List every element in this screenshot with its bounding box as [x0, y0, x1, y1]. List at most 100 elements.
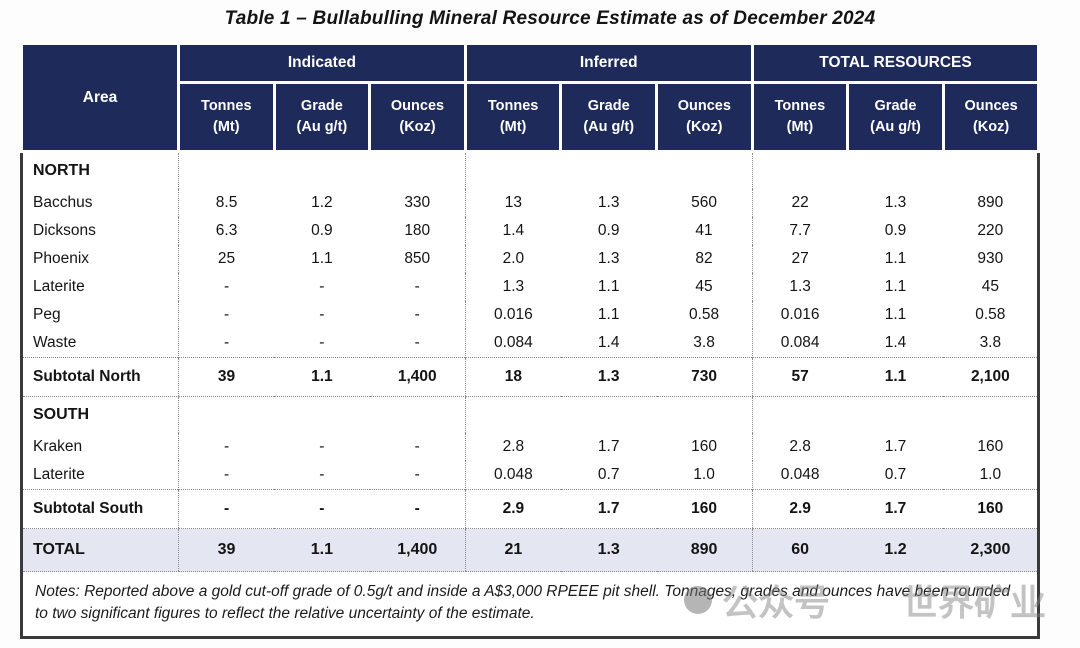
value-cell: -	[369, 489, 466, 529]
value-cell: 730	[656, 357, 753, 397]
col-header-total-grade: Grade (Au g/t)	[846, 81, 945, 153]
value-cell: 0.016	[751, 301, 848, 329]
value-cell: 1,400	[369, 357, 466, 397]
value-cell: 1.4	[847, 329, 944, 358]
value-cell: 0.9	[847, 217, 944, 245]
col-header-indicated-ounces: Ounces (Koz)	[368, 81, 467, 153]
row-label: Laterite	[21, 273, 179, 301]
value-cell: -	[274, 461, 370, 490]
value-cell: 2.8	[464, 433, 561, 461]
value-cell	[943, 396, 1039, 433]
group-header-inferred: Inferred	[463, 42, 754, 84]
value-cell	[847, 150, 944, 189]
value-cell: 60	[751, 528, 848, 572]
value-cell: 1.1	[560, 273, 657, 301]
value-cell: 330	[369, 189, 466, 217]
value-cell: 890	[656, 528, 753, 572]
value-cell: 0.016	[464, 301, 561, 329]
value-cell: 18	[464, 357, 561, 397]
table-notes: Notes: Reported above a gold cut-off gra…	[21, 571, 1039, 638]
row-label: Laterite	[21, 461, 179, 490]
table-row: SOUTH	[21, 396, 1039, 433]
value-cell: 160	[943, 489, 1039, 529]
value-cell: 160	[943, 433, 1039, 461]
value-cell: 8.5	[178, 189, 275, 217]
value-cell: -	[369, 461, 466, 490]
value-cell: 160	[656, 433, 753, 461]
value-cell: -	[274, 489, 370, 529]
value-cell	[274, 396, 370, 433]
row-label: Bacchus	[21, 189, 179, 217]
value-cell: 2.9	[751, 489, 848, 529]
value-cell: 22	[751, 189, 848, 217]
group-header-total-resources: TOTAL RESOURCES	[750, 42, 1041, 84]
row-label: Dicksons	[21, 217, 179, 245]
value-cell: 3.8	[656, 329, 753, 358]
value-cell	[656, 396, 753, 433]
value-cell: 1.3	[847, 189, 944, 217]
value-cell: -	[369, 301, 466, 329]
col-header-inferred-tonnes: Tonnes (Mt)	[463, 81, 563, 153]
value-cell	[656, 150, 753, 189]
value-cell: -	[274, 329, 370, 358]
value-cell: 1.7	[847, 489, 944, 529]
table-row: Peg - - -0.016 1.1 0.58 0.016 1.1 0.58	[21, 301, 1039, 329]
value-cell: -	[274, 301, 370, 329]
table-row: Waste - - -0.084 1.4 3.8 0.084 1.4 3.8	[21, 329, 1039, 358]
value-cell: 0.9	[560, 217, 657, 245]
value-cell: 1.7	[560, 489, 657, 529]
table-row: TOTAL 39 1.1 1,400 21 1.3 890 60 1.2 2,300	[21, 528, 1039, 572]
value-cell: 2.0	[464, 245, 561, 273]
value-cell	[464, 150, 561, 189]
value-cell: 3.8	[943, 329, 1039, 358]
value-cell: 2,300	[943, 528, 1039, 572]
value-cell: 1.3	[560, 357, 657, 397]
value-cell: 13	[464, 189, 561, 217]
table-body: NORTH Bacchus 8.5 1.2 330 13 1.3 560 22 1.3 890 Dic…	[21, 150, 1039, 572]
value-cell	[464, 396, 561, 433]
value-cell: -	[369, 273, 466, 301]
value-cell: 2.9	[464, 489, 561, 529]
value-cell: 6.3	[178, 217, 275, 245]
value-cell: 1.2	[274, 189, 370, 217]
value-cell: 1.4	[560, 329, 657, 358]
value-cell: 25	[178, 245, 275, 273]
value-cell: -	[178, 301, 275, 329]
value-cell: 1.3	[560, 528, 657, 572]
value-cell: 850	[369, 245, 466, 273]
value-cell: 7.7	[751, 217, 848, 245]
value-cell: 1.1	[274, 528, 370, 572]
table-row: Bacchus 8.5 1.2 330 13 1.3 560 22 1.3 890	[21, 189, 1039, 217]
table-row: Subtotal North 39 1.1 1,400 18 1.3 730 57 1.1 2,1…	[21, 357, 1039, 397]
value-cell: 1.1	[847, 245, 944, 273]
value-cell: 0.048	[464, 461, 561, 490]
value-cell: 0.7	[847, 461, 944, 490]
value-cell: 0.048	[751, 461, 848, 490]
value-cell	[751, 396, 848, 433]
table-row: Phoenix 25 1.1 850 2.0 1.3 82 27 1.1 930	[21, 245, 1039, 273]
value-cell: 39	[178, 357, 275, 397]
value-cell: 39	[178, 528, 275, 572]
row-label: Subtotal North	[21, 357, 179, 397]
value-cell	[560, 396, 657, 433]
value-cell: 1.0	[943, 461, 1039, 490]
value-cell	[751, 150, 848, 189]
table-title: Table 1 – Bullabulling Mineral Resource …	[224, 8, 876, 29]
row-label: Subtotal South	[21, 489, 179, 529]
value-cell: 1.1	[847, 357, 944, 397]
col-header-total-tonnes: Tonnes (Mt)	[750, 81, 850, 153]
value-cell: 1,400	[369, 528, 466, 572]
col-header-inferred-ounces: Ounces (Koz)	[655, 81, 754, 153]
value-cell: -	[178, 489, 275, 529]
value-cell: 930	[943, 245, 1039, 273]
value-cell: 0.7	[560, 461, 657, 490]
value-cell: 0.9	[274, 217, 370, 245]
row-label: Kraken	[21, 433, 179, 461]
value-cell: 1.3	[751, 273, 848, 301]
col-header-inferred-grade: Grade (Au g/t)	[559, 81, 658, 153]
value-cell: 1.1	[274, 357, 370, 397]
value-cell: 0.084	[464, 329, 561, 358]
value-cell: 1.3	[560, 189, 657, 217]
value-cell: -	[178, 273, 275, 301]
